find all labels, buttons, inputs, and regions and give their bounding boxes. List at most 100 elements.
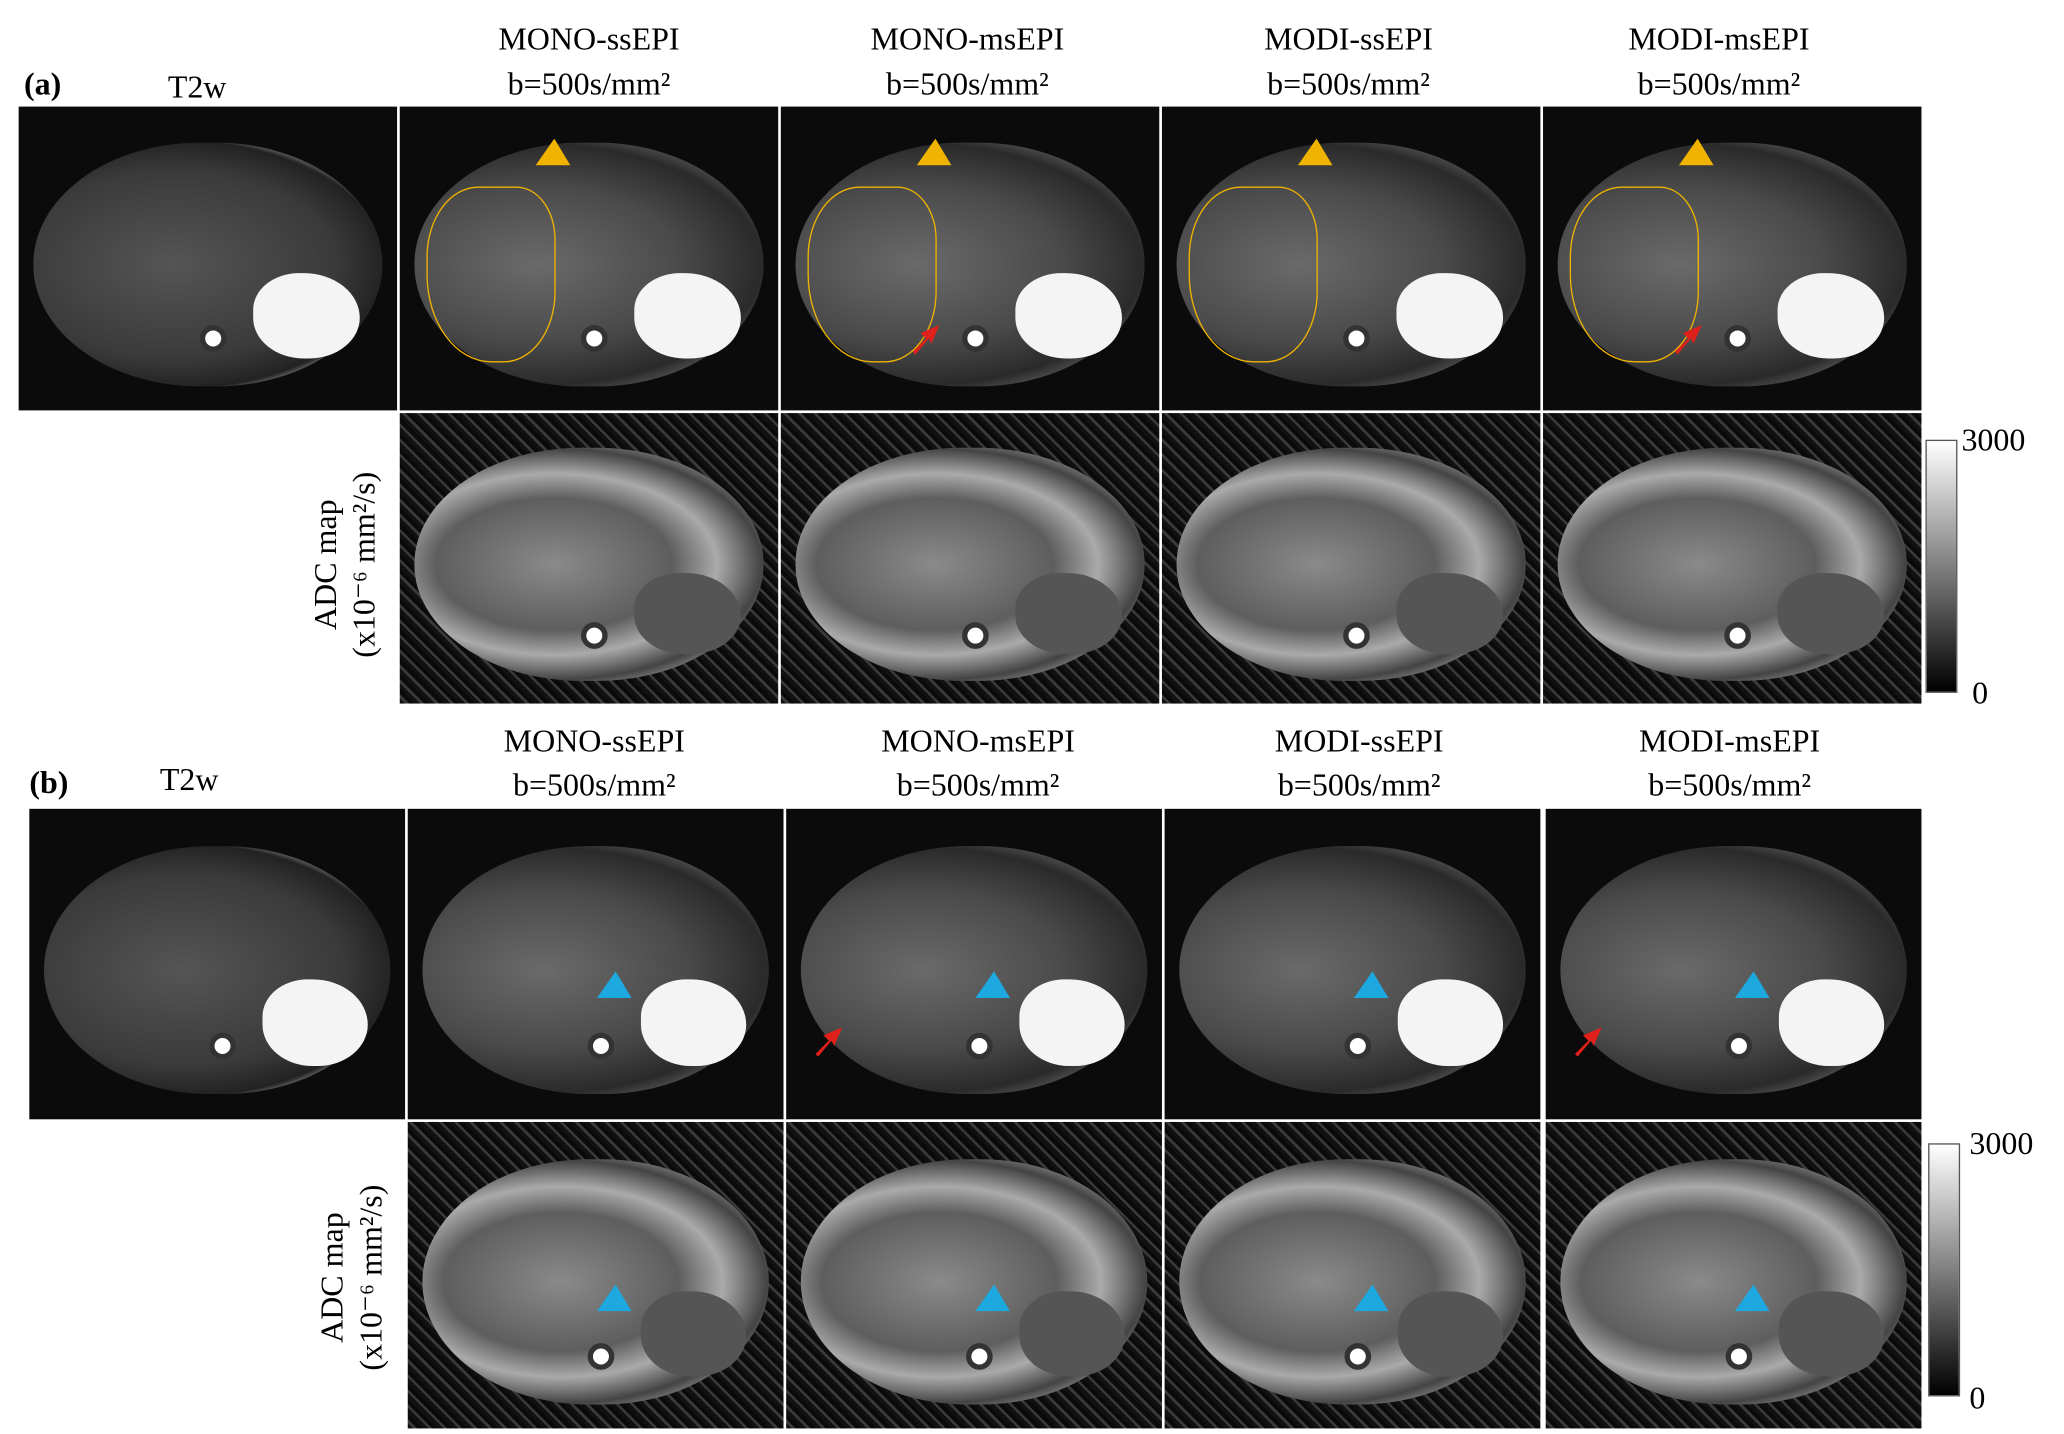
spine-region [588, 1342, 615, 1370]
adc-unit-b: (x10⁻⁶ mm²/s) [354, 1184, 390, 1371]
colorbar-a-max: 3000 [1961, 423, 2026, 459]
spine-region [209, 1032, 237, 1060]
adc-label-a: ADC map [309, 499, 345, 631]
arrowhead-icon [535, 138, 571, 166]
adc-image-a3 [1161, 413, 1541, 704]
liver-roi-outline [1569, 186, 1699, 363]
dwi-image-b3 [1164, 808, 1541, 1120]
arrowhead-icon [596, 1284, 632, 1312]
adc-image-b3 [1164, 1121, 1541, 1429]
col-b4-method: MODI-msEPI [1638, 724, 1821, 760]
adc-image-b4 [1545, 1121, 1922, 1429]
colorbar-b-max: 3000 [1969, 1127, 2034, 1162]
dwi-image-b1 [407, 808, 784, 1120]
spine-region [1724, 622, 1752, 649]
col-b3-bvalue: b=500s/mm² [1277, 768, 1441, 804]
spleen-region [1777, 273, 1884, 359]
dwi-image-b2 [786, 808, 1162, 1120]
panel-a-label: (a) [23, 67, 62, 103]
arrowhead-icon [975, 1284, 1011, 1312]
spine-region [1343, 622, 1371, 649]
panel-b-label: (b) [29, 766, 69, 801]
spleen-region [262, 979, 368, 1067]
adc-image-a1 [399, 413, 779, 704]
adc-image-a2 [780, 413, 1160, 704]
colorbar-a [1925, 439, 1958, 693]
spleen-region [1778, 1290, 1884, 1377]
col-a1-bvalue: b=500s/mm² [507, 67, 671, 103]
colorbar-a-min: 0 [1972, 676, 1989, 712]
dwi-image-a3 [1161, 106, 1541, 411]
t2w-label-a: T2w [167, 70, 227, 106]
spine-region [966, 1032, 994, 1060]
col-a2-method: MONO-msEPI [870, 22, 1065, 58]
spleen-region [634, 572, 741, 655]
spine-region [1724, 325, 1752, 352]
t2w-image-a [18, 106, 398, 411]
dwi-image-a1 [399, 106, 779, 411]
red-arrow-icon [1575, 1027, 1602, 1057]
spine-region [200, 325, 227, 352]
arrowhead-icon [1353, 971, 1389, 999]
spleen-region [1019, 1290, 1125, 1377]
col-b2-bvalue: b=500s/mm² [896, 768, 1060, 804]
spine-region [962, 622, 990, 649]
spleen-region [1778, 979, 1884, 1067]
spleen-region [1396, 572, 1503, 655]
adc-axis-label-a: ADC map (x10⁻⁶ mm²/s) [308, 418, 385, 711]
red-arrow-icon [1674, 325, 1702, 355]
spleen-region [1397, 1290, 1503, 1377]
spleen-region [1396, 273, 1503, 359]
dwi-image-a4 [1543, 106, 1922, 411]
spine-region [966, 1342, 994, 1370]
arrowhead-icon [1734, 1284, 1770, 1312]
spleen-region [253, 273, 360, 359]
arrowhead-icon [1734, 971, 1770, 999]
adc-axis-label-b: ADC map (x10⁻⁶ mm²/s) [315, 1131, 392, 1424]
colorbar-b-min: 0 [1969, 1381, 1986, 1417]
adc-image-a4 [1543, 413, 1922, 704]
col-a2-bvalue: b=500s/mm² [886, 67, 1049, 103]
spleen-region [634, 273, 741, 359]
col-b1-method: MONO-ssEPI [503, 724, 685, 760]
arrowhead-icon [1678, 138, 1714, 166]
col-a3-method: MODI-ssEPI [1264, 22, 1433, 58]
spleen-region [1397, 979, 1503, 1067]
red-arrow-icon [912, 325, 940, 355]
t2w-image-b [29, 808, 406, 1120]
col-a3-bvalue: b=500s/mm² [1267, 67, 1430, 103]
col-a1-method: MONO-ssEPI [498, 22, 680, 58]
adc-image-b2 [786, 1121, 1162, 1429]
arrowhead-icon [916, 138, 952, 166]
red-arrow-icon [815, 1027, 843, 1057]
spleen-region [1019, 979, 1125, 1067]
liver-roi-outline [807, 186, 937, 363]
col-a4-method: MODI-msEPI [1628, 22, 1810, 58]
spleen-region [640, 1290, 746, 1377]
spine-region [581, 325, 609, 352]
spine-region [1343, 325, 1371, 352]
col-b4-bvalue: b=500s/mm² [1648, 768, 1811, 804]
arrowhead-icon [1297, 138, 1333, 166]
arrowhead-icon [975, 971, 1011, 999]
spine-region [588, 1032, 615, 1060]
dwi-image-b4 [1545, 808, 1922, 1120]
spleen-region [640, 979, 746, 1067]
col-b3-method: MODI-ssEPI [1274, 724, 1444, 760]
liver-roi-outline [1188, 186, 1318, 363]
col-a4-bvalue: b=500s/mm² [1637, 67, 1801, 103]
spine-region [581, 622, 609, 649]
liver-roi-outline [426, 186, 556, 363]
spine-region [1344, 1032, 1372, 1060]
spleen-region [1777, 572, 1884, 655]
spleen-region [1015, 572, 1122, 655]
arrowhead-icon [1353, 1284, 1389, 1312]
arrowhead-icon [596, 971, 632, 999]
spine-region [1726, 1342, 1753, 1370]
spine-region [1726, 1032, 1753, 1060]
spine-region [1344, 1342, 1372, 1370]
adc-image-b1 [407, 1121, 784, 1429]
dwi-image-a2 [780, 106, 1160, 411]
col-b1-bvalue: b=500s/mm² [512, 768, 676, 804]
